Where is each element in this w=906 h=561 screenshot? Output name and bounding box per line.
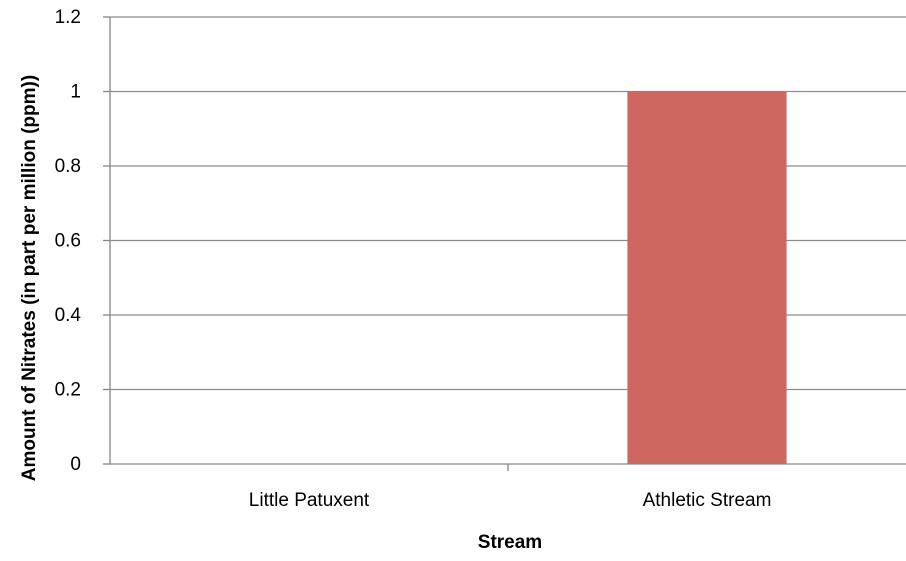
y-axis-title: Amount of Nitrates (in part per million … bbox=[19, 75, 40, 481]
bar-athletic-stream bbox=[627, 91, 787, 464]
y-tick-label: 1 bbox=[70, 82, 81, 103]
bars bbox=[627, 91, 787, 464]
y-tick-labels: 0 0.2 0.4 0.6 0.8 1 1.2 bbox=[55, 7, 82, 475]
y-tick-label: 1.2 bbox=[55, 7, 81, 28]
y-tick-label: 0 bbox=[70, 454, 81, 475]
y-tick-label: 0.8 bbox=[55, 156, 81, 177]
axes bbox=[103, 16, 906, 471]
y-tick-label: 0.6 bbox=[55, 231, 81, 252]
x-tick-labels: Little Patuxent Athletic Stream bbox=[249, 490, 772, 511]
x-axis-title: Stream bbox=[478, 532, 542, 553]
x-tick-label: Athletic Stream bbox=[643, 490, 772, 511]
x-tick-label: Little Patuxent bbox=[249, 490, 370, 511]
y-tick-label: 0.4 bbox=[55, 305, 82, 326]
y-tick-label: 0.2 bbox=[55, 380, 81, 401]
